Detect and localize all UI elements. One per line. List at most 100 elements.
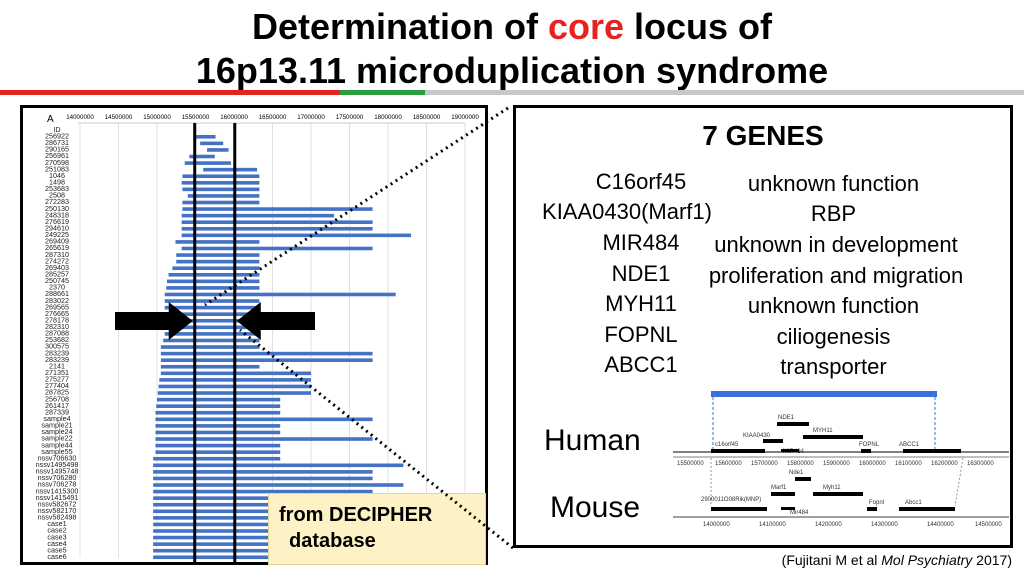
core-region-bar xyxy=(711,391,937,397)
row-id-label: nssv582170 xyxy=(38,506,77,515)
human-tick: 15700000 xyxy=(751,461,778,467)
row-id-label: 285257 xyxy=(45,269,69,278)
gray-band xyxy=(425,90,1024,95)
human-tick: 16100000 xyxy=(895,461,922,467)
human-gene-label: ABCC1 xyxy=(899,442,920,448)
mouse-gene-label: Marf1 xyxy=(771,485,787,491)
axis-tick-label: 18000000 xyxy=(374,114,402,121)
row-id-label: 250130 xyxy=(45,204,69,213)
mouse-gene-block xyxy=(781,507,795,510)
cnv-bar xyxy=(153,522,281,527)
row-id-label: 270598 xyxy=(45,158,69,167)
cnv-bar xyxy=(153,476,373,481)
cnv-bar xyxy=(160,364,260,369)
cnv-bar xyxy=(153,555,281,560)
page-title-line2: 16p13.11 microduplication syndrome xyxy=(195,50,829,91)
axis-tick-label: 18500000 xyxy=(413,114,441,121)
gene-name-3: MIR484 xyxy=(602,230,680,255)
cnv-bar xyxy=(203,167,258,172)
species-connector xyxy=(954,457,964,507)
mouse-gene-label: Abcc1 xyxy=(905,500,922,506)
row-id-label: 256961 xyxy=(45,151,69,160)
gene-function-2: RBP xyxy=(810,201,857,226)
mouse-gene-label: 2900011O08Rik(MNP) xyxy=(701,497,761,503)
citation-text: 2017) xyxy=(972,552,1012,568)
axis-tick-label: 16500000 xyxy=(259,114,287,121)
row-id-label: nssv706278 xyxy=(38,480,77,489)
title-core-word: core xyxy=(547,6,625,47)
human-gene-block xyxy=(861,449,871,453)
row-id-label: 287088 xyxy=(45,329,69,338)
row-id-label: 290165 xyxy=(45,145,69,154)
gene-name-6: FOPNL xyxy=(604,322,678,347)
gene-function-6: ciliogenesis xyxy=(776,324,891,349)
decipher-note: from DECIPHER database xyxy=(268,493,486,565)
cnv-bar xyxy=(160,358,373,362)
gene-name-2: KIAA0430(Marf1) xyxy=(542,199,712,224)
gene-tracks: NDE1 MYH11 KIAA0430 c16orf45 MIR484 FOPN… xyxy=(673,391,1009,528)
mouse-tick: 14400000 xyxy=(927,522,954,528)
human-tick: 16300000 xyxy=(967,461,994,467)
row-id-label: case6 xyxy=(47,552,66,561)
page-title-line1: Determination of core locus of xyxy=(0,6,1024,48)
axis-tick-label: 17500000 xyxy=(336,114,364,121)
mouse-gene-label: Fopnl xyxy=(869,500,884,506)
genes-title: 7 GENES xyxy=(702,120,824,151)
row-id-label: sample55 xyxy=(41,447,72,456)
row-id-label: 249225 xyxy=(45,230,69,239)
row-id-label: nssv1415300 xyxy=(36,486,79,495)
cnv-bar xyxy=(164,318,260,323)
row-id-label: case2 xyxy=(47,526,66,535)
human-gene-block xyxy=(711,449,765,453)
axis-tick-label: 16000000 xyxy=(220,114,248,121)
row-id-label: nssv1495498 xyxy=(36,460,79,469)
row-id-label: 2141 xyxy=(49,361,65,370)
human-gene-label: NDE1 xyxy=(778,415,795,421)
mouse-gene-label: Nde1 xyxy=(789,470,804,476)
cnv-bar xyxy=(156,404,281,408)
cnv-bar xyxy=(164,325,260,330)
human-gene-label: MYH11 xyxy=(813,428,833,434)
cnv-bar xyxy=(155,410,281,415)
row-id-label: 248318 xyxy=(45,210,69,219)
cnv-bar xyxy=(155,424,281,428)
axis-tick-label: 19000000 xyxy=(451,114,479,121)
row-id-label: 253683 xyxy=(45,184,69,193)
axis-tick-label: 14000000 xyxy=(66,114,94,121)
row-id-label: 276665 xyxy=(45,309,69,318)
row-id-label: 282310 xyxy=(45,322,69,331)
mouse-gene-block xyxy=(711,507,767,511)
gene-function-4: proliferation and migration xyxy=(708,263,964,288)
cnv-bar xyxy=(153,470,373,474)
row-id-label: case5 xyxy=(47,545,66,554)
cnv-bar xyxy=(153,456,281,461)
axis-tick-label: 17000000 xyxy=(297,114,325,121)
human-tick: 15500000 xyxy=(677,461,704,467)
row-id-label: nssv1495748 xyxy=(36,467,79,476)
gene-name-5: MYH11 xyxy=(605,291,677,316)
row-id-label: 253682 xyxy=(45,335,69,344)
cnv-bar xyxy=(155,450,281,454)
title-text: Determination of xyxy=(251,6,548,47)
row-id-label: 2508 xyxy=(49,191,65,200)
row-id-label: 256922 xyxy=(45,132,69,141)
row-id-label: sample44 xyxy=(41,440,72,449)
cnv-bar xyxy=(176,259,260,264)
gene-name-7: ABCC1 xyxy=(604,352,678,377)
row-id-label: 274272 xyxy=(45,256,69,265)
cnv-bar xyxy=(164,292,396,297)
row-id-label: 2370 xyxy=(49,283,65,292)
decipher-line2: database xyxy=(289,530,376,552)
row-id-label: 300575 xyxy=(45,342,69,351)
mouse-gene-block xyxy=(813,492,863,496)
axis-tick-label: 14500000 xyxy=(105,114,133,121)
cnv-bar xyxy=(184,161,231,165)
row-id-label: 1046 xyxy=(49,171,65,180)
cnv-bar xyxy=(164,305,260,310)
row-id-label: nssv1415491 xyxy=(36,493,79,502)
row-id-label: 287825 xyxy=(45,388,69,397)
human-gene-block xyxy=(781,449,799,452)
human-gene-label: KIAA0430 xyxy=(743,433,771,439)
gene-name-1: C16orf45 xyxy=(595,169,687,194)
human-tick: 16200000 xyxy=(931,461,958,467)
